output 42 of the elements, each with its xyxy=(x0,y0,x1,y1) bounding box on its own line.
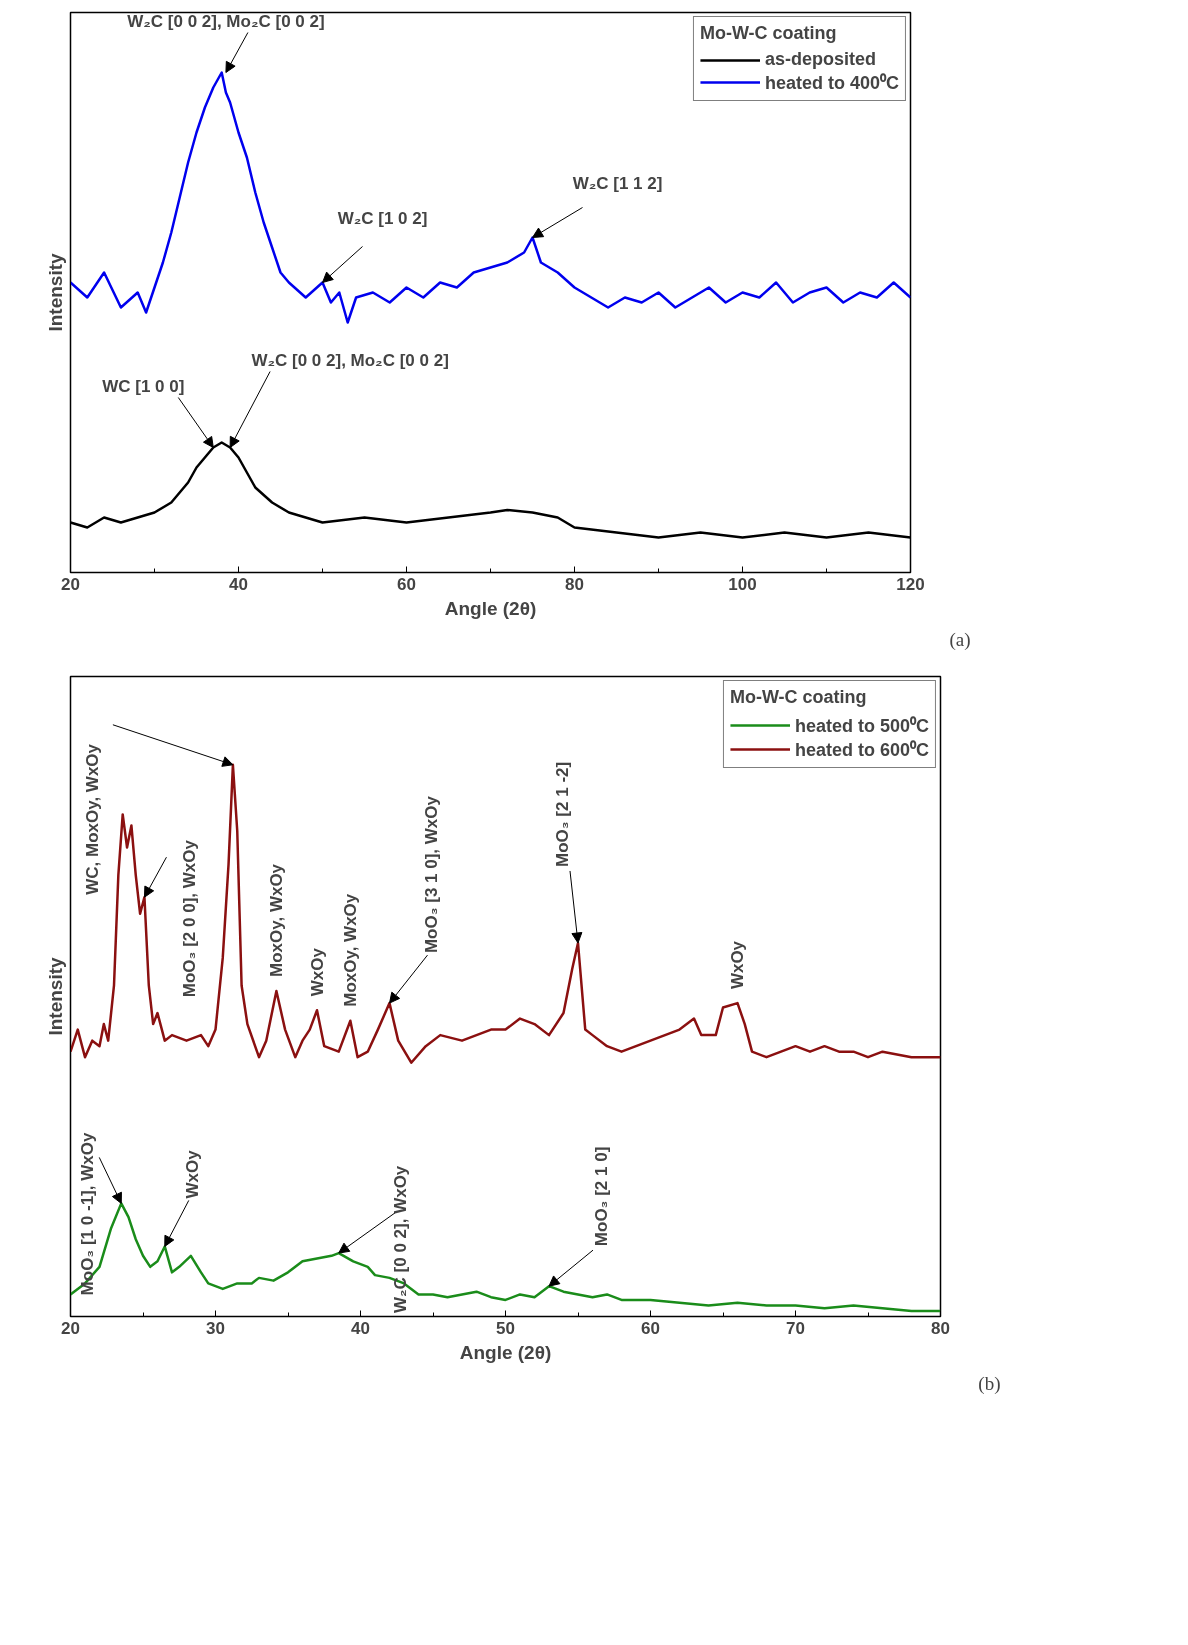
annotation: MoO₃ [3 1 0], WxOy xyxy=(422,795,441,954)
text: (b) xyxy=(978,1372,1001,1395)
legend-label: heated to 600⁰C xyxy=(794,739,929,761)
legend-label: heated to 400⁰C xyxy=(764,72,899,94)
x-tick-label: 40 xyxy=(351,1318,370,1338)
x-tick-label: 20 xyxy=(61,1318,80,1338)
annotation: WC, MoxOy, WxOy xyxy=(83,743,103,895)
x-tick-label: 70 xyxy=(786,1318,805,1338)
x-tick-label: 100 xyxy=(728,574,757,594)
x-tick-label: 20 xyxy=(61,574,80,594)
legend-label: heated to 500⁰C xyxy=(794,715,929,737)
annotation: W₂C [0 0 2], Mo₂C [0 0 2] xyxy=(127,11,325,31)
annotation: MoO₃ [1 0 -1], WxOy xyxy=(77,1132,97,1296)
x-tick-label: 30 xyxy=(206,1318,225,1338)
x-tick-label: 40 xyxy=(229,574,248,594)
annotation: W₂C [0 0 2], WxOy xyxy=(391,1165,411,1314)
annotation: MoO₃ [2 1 0] xyxy=(591,1146,611,1247)
legend-title: Mo-W-C coating xyxy=(729,687,868,708)
annotation: WxOy xyxy=(307,947,327,997)
legend-title: Mo-W-C coating xyxy=(699,23,838,44)
annotation: MoO₃ [2 0 0], WxOy xyxy=(179,839,199,998)
x-tick-label: 80 xyxy=(931,1318,950,1338)
x-tick-label: 50 xyxy=(496,1318,515,1338)
annotation: MoO₃ [2 1 -2] xyxy=(552,761,572,867)
text: (a) xyxy=(949,628,971,651)
x-tick-label: 60 xyxy=(641,1318,660,1338)
y-axis-title: Intensity xyxy=(44,253,66,332)
x-tick-label: 80 xyxy=(565,574,584,594)
annotation: MoxOy, WxOy xyxy=(340,893,360,1007)
x-axis-title: Angle (2θ) xyxy=(459,1341,552,1363)
annotation: WxOy xyxy=(183,1149,203,1199)
x-tick-label: 60 xyxy=(397,574,416,594)
x-axis-title: Angle (2θ) xyxy=(444,597,537,619)
annotation: W₂C [1 0 2] xyxy=(337,208,428,228)
y-axis-title: Intensity xyxy=(44,957,66,1036)
x-tick-label: 120 xyxy=(896,574,925,594)
annotation: W₂C [0 0 2], Mo₂C [0 0 2] xyxy=(251,350,449,370)
annotation: W₂C [1 1 2] xyxy=(572,173,663,193)
annotation: WC [1 0 0] xyxy=(102,376,185,396)
annotation: WxOy xyxy=(728,940,747,990)
annotation: MoxOy, WxOy xyxy=(266,863,286,977)
legend-label: as-deposited xyxy=(764,49,876,70)
